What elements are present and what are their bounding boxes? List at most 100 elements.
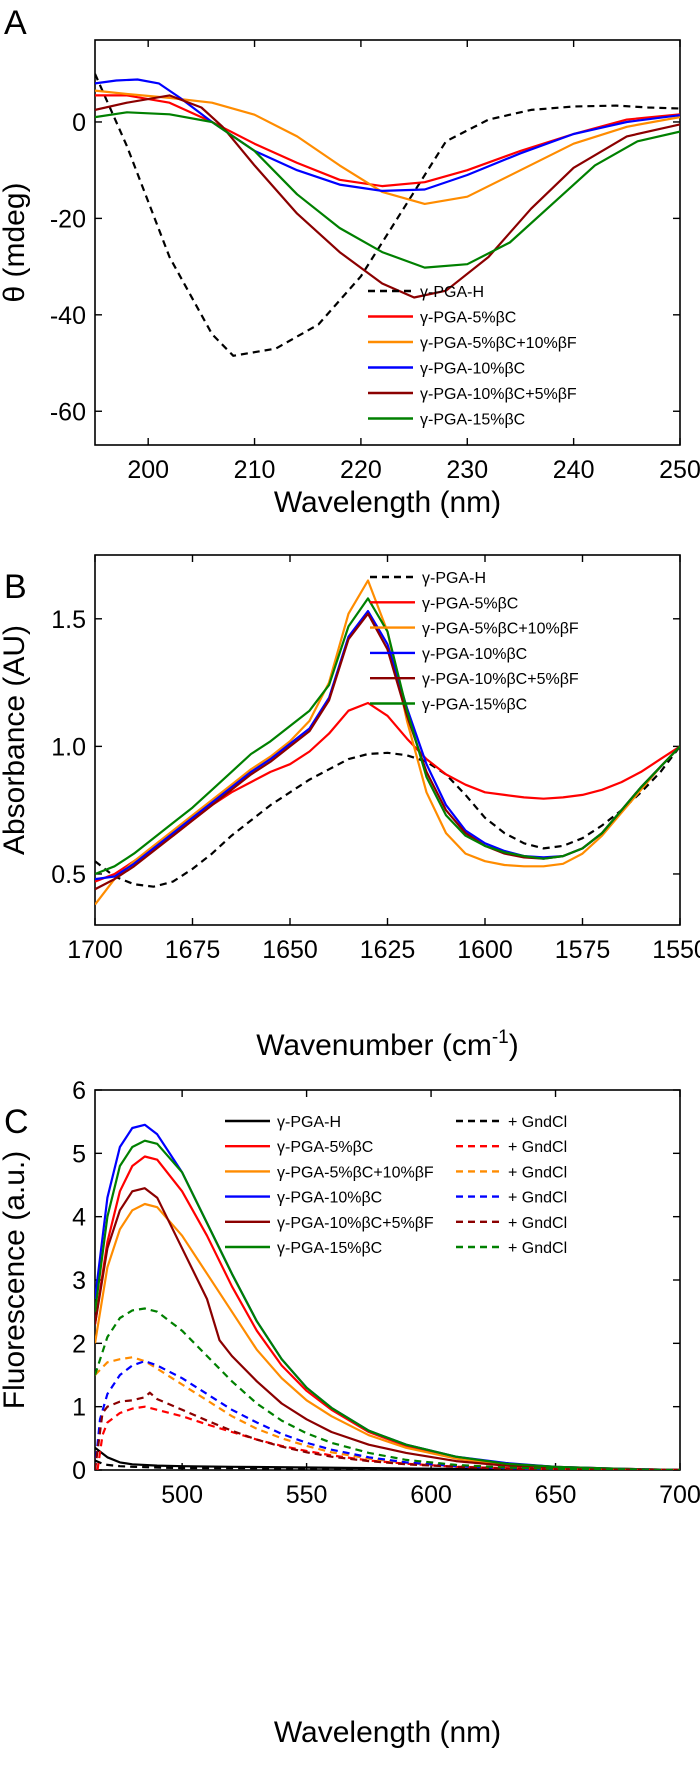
legend-label: γ-PGA-10%βC: [420, 361, 525, 378]
y-tick-label: 0.5: [51, 861, 86, 889]
legend-label: γ-PGA-H: [277, 1114, 341, 1131]
x-tick-label: 220: [340, 456, 382, 484]
y-tick-label: -20: [50, 205, 86, 233]
series-line: [95, 579, 680, 906]
y-tick-label: 1.5: [51, 606, 86, 634]
series-line: [95, 1155, 680, 1470]
y-tick-label: 1: [72, 1394, 86, 1422]
x-tick-label: 210: [234, 456, 276, 484]
legend-label: γ-PGA-5%βC+10%βF: [422, 621, 579, 638]
x-tick-label: 230: [446, 456, 488, 484]
y-tick-label: 3: [72, 1267, 86, 1295]
legend-label: γ-PGA-10%βC+5%βF: [277, 1215, 434, 1232]
x-tick-label: 240: [553, 456, 595, 484]
series-line: [95, 701, 680, 883]
y-tick-label: 0: [72, 1457, 86, 1485]
chart-panel-c: C 500 550 600 650 700 0 1 2 3 4 5 6 Wavelength (nm) Fl…: [0, 1077, 700, 1749]
legend-label: γ-PGA-5%βC+10%βF: [277, 1164, 434, 1181]
legend-label: γ-PGA-5%βC+10%βF: [420, 335, 577, 352]
y-tick-label: 2: [72, 1330, 86, 1358]
x-axis-title-suffix: ): [509, 1029, 519, 1062]
series-line: [95, 111, 680, 269]
series-line: [95, 1202, 680, 1470]
legend-label: γ-PGA-15%βC: [277, 1240, 382, 1257]
legend-label: γ-PGA-H: [420, 284, 484, 301]
x-tick-label: 1700: [67, 936, 123, 964]
y-axis-title: Fluorescence (a.u.): [0, 1151, 31, 1409]
series-line: [95, 1139, 680, 1470]
x-axis-title: Wavelength (nm): [274, 1716, 501, 1749]
legend-label-gndcl: + GndCl: [508, 1190, 567, 1207]
legend-label-gndcl: + GndCl: [508, 1164, 567, 1181]
series-group: [95, 579, 680, 906]
series-line: [95, 745, 680, 888]
x-tick-label: 1675: [165, 936, 221, 964]
legend: γ-PGA-H γ-PGA-5%βC γ-PGA-5%βC+10%βF γ-PGA-1…: [370, 570, 579, 714]
series-group: [95, 1123, 680, 1470]
series-line: [95, 73, 680, 357]
series-group: [95, 73, 680, 357]
x-axis-title-sup: -1: [492, 1027, 509, 1048]
gndcl-series-line: [95, 1459, 680, 1470]
legend-label: γ-PGA-15%βC: [422, 697, 527, 714]
plot-frame: [94, 1089, 681, 1471]
y-axis-title: θ (mdeg): [0, 182, 31, 302]
x-axis-title-text: Wavelength (nm): [274, 1716, 501, 1749]
gndcl-series-line: [95, 1356, 680, 1470]
legend: γ-PGA-H + GndCl γ-PGA-5%βC + GndCl γ-PGA-5%β…: [225, 1114, 567, 1257]
x-tick-label: 550: [286, 1481, 328, 1509]
x-axis-title-text: Wavenumber (cm: [256, 1029, 492, 1062]
y-tick-label: -40: [50, 302, 86, 330]
series-line: [95, 597, 680, 876]
x-tick-label: 200: [127, 456, 169, 484]
legend-label-gndcl: + GndCl: [508, 1114, 567, 1131]
legend-label: γ-PGA-10%βC: [277, 1190, 382, 1207]
y-tick-label: 4: [72, 1204, 86, 1232]
plot-frame: [94, 39, 681, 446]
x-tick-label: 1575: [555, 936, 611, 964]
series-line: [95, 94, 680, 299]
x-axis-title-text: Wavelength (nm): [274, 486, 501, 519]
y-tick-label: 5: [72, 1140, 86, 1168]
x-tick-label: 700: [659, 1481, 700, 1509]
x-tick-label: 650: [535, 1481, 577, 1509]
x-tick-label: 1650: [262, 936, 318, 964]
panel-label: B: [4, 568, 27, 606]
legend-label: γ-PGA-15%βC: [420, 412, 525, 429]
chart-panel-a: A 200 210 220 230 240 250 0 -20 -40 -60 Wavelength …: [0, 4, 700, 519]
series-line: [95, 78, 680, 192]
y-tick-label: -60: [50, 398, 86, 426]
y-tick-label: 0: [72, 109, 86, 137]
series-line: [95, 1187, 680, 1470]
legend-label: γ-PGA-10%βC+5%βF: [422, 671, 579, 688]
x-tick-label: 1600: [457, 936, 513, 964]
legend-label-gndcl: + GndCl: [508, 1139, 567, 1156]
x-tick-label: 1625: [360, 936, 416, 964]
legend-label: γ-PGA-10%βC+5%βF: [420, 386, 577, 403]
panel-label: C: [4, 1103, 29, 1141]
gndcl-series-line: [95, 1391, 680, 1470]
plot-frame: [94, 554, 681, 926]
x-tick-label: 250: [659, 456, 700, 484]
legend: γ-PGA-H γ-PGA-5%βC γ-PGA-5%βC+10%βF γ-PGA-1…: [368, 284, 577, 429]
series-line: [95, 612, 680, 891]
legend-label: γ-PGA-5%βC: [422, 595, 518, 612]
x-axis-title: Wavenumber (cm-1): [256, 1027, 519, 1062]
legend-label: γ-PGA-H: [422, 570, 486, 587]
y-tick-label: 6: [72, 1077, 86, 1105]
legend-label: γ-PGA-10%βC: [422, 646, 527, 663]
series-line: [95, 94, 680, 188]
series-line: [95, 1446, 680, 1470]
y-tick-label: 1.0: [51, 733, 86, 761]
legend-label-gndcl: + GndCl: [508, 1215, 567, 1232]
y-axis-title: Absorbance (AU): [0, 625, 31, 855]
legend-label: γ-PGA-5%βC: [420, 310, 516, 327]
legend-label-gndcl: + GndCl: [508, 1240, 567, 1257]
x-tick-label: 500: [161, 1481, 203, 1509]
gndcl-series-line: [95, 1359, 680, 1470]
legend-label: γ-PGA-5%βC: [277, 1139, 373, 1156]
x-tick-label: 600: [410, 1481, 452, 1509]
